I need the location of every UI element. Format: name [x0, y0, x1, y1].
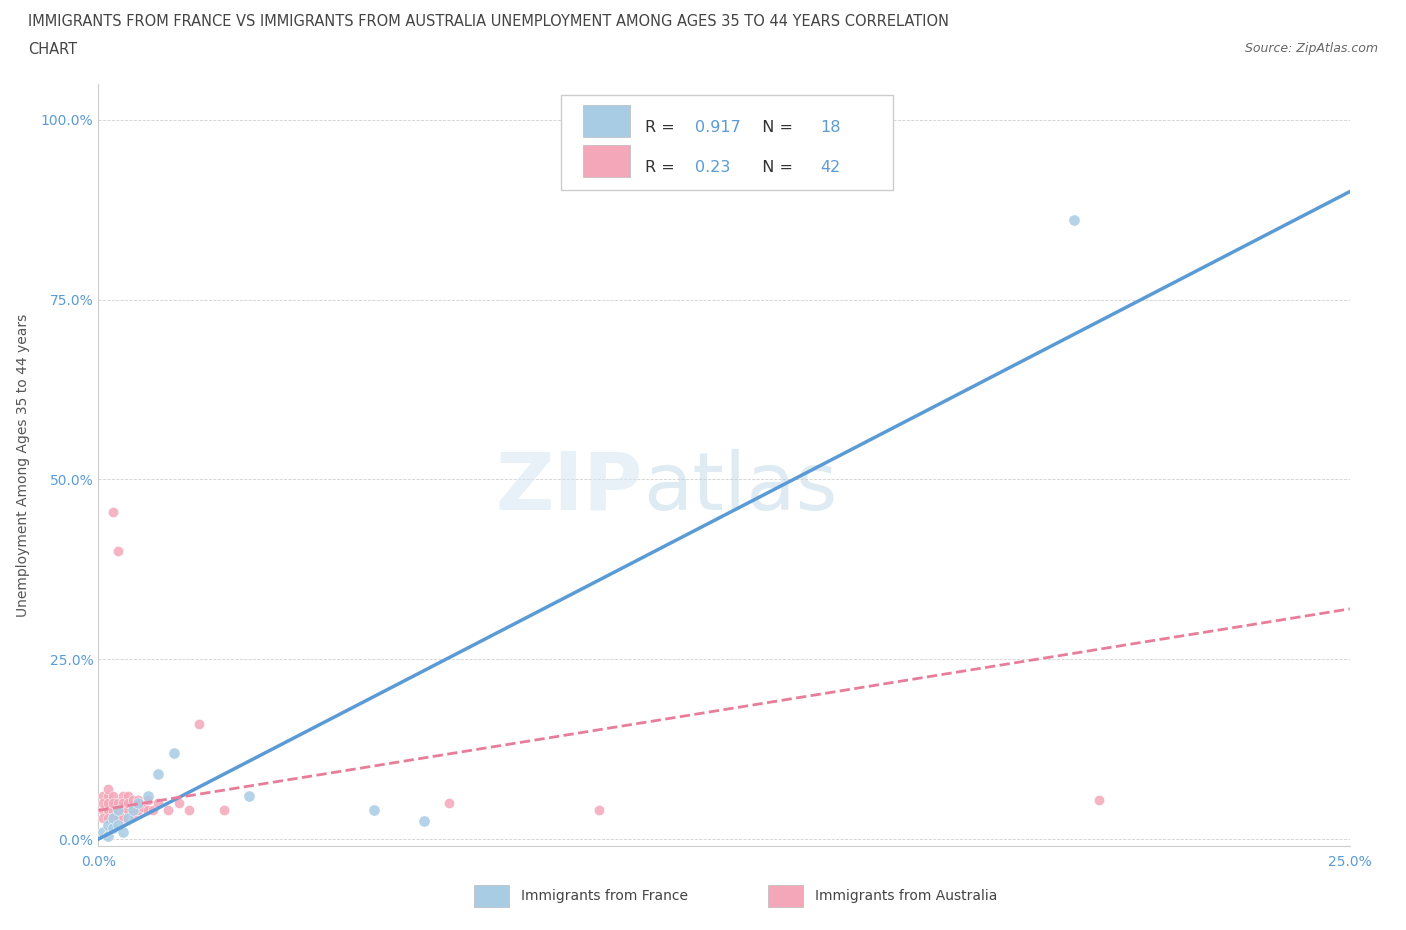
Point — [1088, 792, 1111, 807]
Point — [97, 789, 120, 804]
Text: 0.917: 0.917 — [696, 120, 741, 135]
Text: IMMIGRANTS FROM FRANCE VS IMMIGRANTS FROM AUSTRALIA UNEMPLOYMENT AMONG AGES 35 T: IMMIGRANTS FROM FRANCE VS IMMIGRANTS FRO… — [28, 14, 949, 29]
Point — [112, 789, 135, 804]
Point — [93, 810, 115, 825]
Point — [103, 810, 125, 825]
Point — [107, 810, 129, 825]
FancyBboxPatch shape — [561, 95, 893, 191]
Point — [157, 803, 180, 817]
Point — [117, 796, 139, 811]
FancyBboxPatch shape — [582, 145, 630, 177]
Point — [107, 544, 129, 559]
Point — [142, 803, 165, 817]
Point — [148, 796, 170, 811]
Point — [97, 817, 120, 832]
Point — [117, 789, 139, 804]
Text: Immigrants from France: Immigrants from France — [522, 889, 689, 903]
Point — [112, 796, 135, 811]
FancyBboxPatch shape — [474, 885, 509, 907]
Point — [112, 803, 135, 817]
Point — [112, 810, 135, 825]
Point — [112, 825, 135, 840]
Point — [93, 825, 115, 840]
Point — [187, 716, 209, 731]
Point — [122, 806, 145, 821]
Point — [97, 803, 120, 817]
Point — [97, 796, 120, 811]
Point — [107, 796, 129, 811]
Point — [103, 803, 125, 817]
Point — [238, 789, 260, 804]
Point — [138, 792, 160, 807]
Point — [103, 796, 125, 811]
Text: 0.23: 0.23 — [696, 160, 731, 175]
Point — [148, 767, 170, 782]
Point — [93, 803, 115, 817]
Point — [107, 803, 129, 817]
Point — [103, 504, 125, 519]
Point — [138, 803, 160, 817]
Text: 42: 42 — [821, 160, 841, 175]
Text: R =: R = — [645, 160, 681, 175]
Text: Source: ZipAtlas.com: Source: ZipAtlas.com — [1244, 42, 1378, 55]
Text: Immigrants from Australia: Immigrants from Australia — [815, 889, 998, 903]
Text: CHART: CHART — [28, 42, 77, 57]
Point — [93, 789, 115, 804]
Point — [97, 828, 120, 843]
Text: ZIP: ZIP — [495, 449, 643, 527]
Point — [97, 810, 120, 825]
Point — [167, 796, 190, 811]
Point — [162, 745, 184, 760]
Point — [122, 792, 145, 807]
FancyBboxPatch shape — [768, 885, 803, 907]
Point — [97, 781, 120, 796]
Point — [412, 814, 434, 829]
Text: atlas: atlas — [643, 449, 837, 527]
Point — [127, 792, 149, 807]
Point — [93, 796, 115, 811]
Point — [103, 821, 125, 836]
Point — [177, 803, 200, 817]
Point — [132, 799, 155, 814]
Point — [107, 817, 129, 832]
FancyBboxPatch shape — [582, 104, 630, 137]
Point — [117, 803, 139, 817]
Text: R =: R = — [645, 120, 681, 135]
Point — [363, 803, 385, 817]
Point — [212, 803, 235, 817]
Point — [588, 803, 610, 817]
Point — [103, 789, 125, 804]
Point — [1063, 213, 1085, 228]
Point — [122, 803, 145, 817]
Text: N =: N = — [752, 120, 797, 135]
Point — [138, 789, 160, 804]
Text: 18: 18 — [821, 120, 841, 135]
Point — [107, 803, 129, 817]
Point — [127, 796, 149, 811]
Point — [103, 810, 125, 825]
Point — [117, 810, 139, 825]
Point — [127, 803, 149, 817]
Point — [437, 796, 460, 811]
Text: N =: N = — [752, 160, 797, 175]
Y-axis label: Unemployment Among Ages 35 to 44 years: Unemployment Among Ages 35 to 44 years — [15, 313, 30, 617]
